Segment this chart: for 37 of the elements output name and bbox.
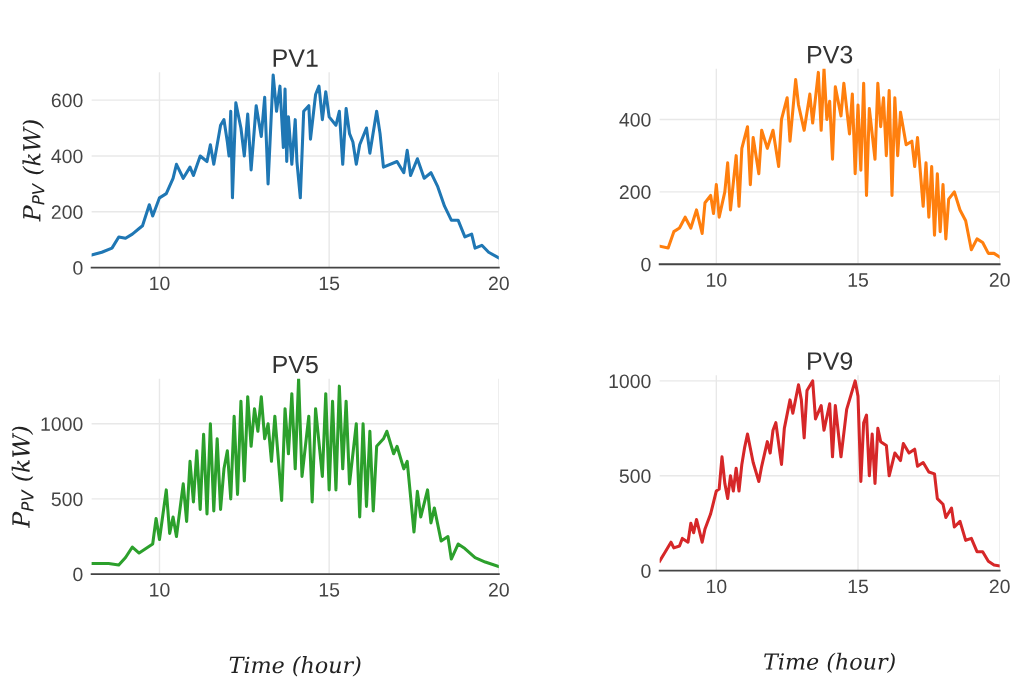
- chart-title: PV1: [273, 49, 318, 67]
- x-tick-label: 10: [150, 276, 170, 291]
- x-tick-label: 15: [319, 276, 340, 291]
- y-tick-label: 0: [641, 257, 651, 272]
- y-tick-label: 0: [73, 261, 83, 275]
- x-axis-title: Time (hour): [229, 656, 361, 677]
- x-tick-label: 15: [319, 583, 340, 597]
- chart-title: PV5: [273, 355, 318, 374]
- x-tick-label: 15: [848, 273, 868, 287]
- x-axis-title: Time (hour): [764, 652, 895, 674]
- line-series: [659, 379, 1000, 568]
- y-tick-label: 500: [619, 469, 651, 484]
- y-axis-title: P$_{PV}$ (kW): [22, 120, 45, 222]
- x-tick-label: 20: [989, 273, 1010, 287]
- line-series: [659, 68, 1000, 259]
- y-tick-label: 400: [51, 149, 83, 164]
- y-tick-label: 1000: [609, 374, 651, 389]
- y-tick-label: 0: [641, 564, 651, 578]
- y-tick-label: 500: [51, 492, 83, 507]
- x-tick-label: 20: [989, 579, 1010, 594]
- x-tick-label: 15: [848, 579, 868, 594]
- x-tick-label: 10: [150, 582, 170, 597]
- x-tick-label: 20: [488, 276, 509, 291]
- y-tick-label: 200: [51, 205, 83, 220]
- line-series: [91, 378, 499, 569]
- chart-title: PV9: [808, 352, 853, 370]
- y-tick-label: 600: [51, 93, 83, 108]
- y-tick-label: 400: [619, 112, 651, 127]
- x-tick-label: 20: [488, 582, 509, 597]
- x-tick-label: 10: [707, 579, 727, 594]
- y-axis-title: P$_{PV}$ (kW): [11, 426, 34, 529]
- y-tick-label: 0: [73, 567, 83, 582]
- y-tick-label: 1000: [41, 417, 83, 431]
- x-tick-label: 10: [707, 273, 727, 287]
- line-series: [91, 73, 499, 260]
- y-tick-label: 200: [619, 185, 651, 200]
- chart-title: PV3: [808, 45, 853, 64]
